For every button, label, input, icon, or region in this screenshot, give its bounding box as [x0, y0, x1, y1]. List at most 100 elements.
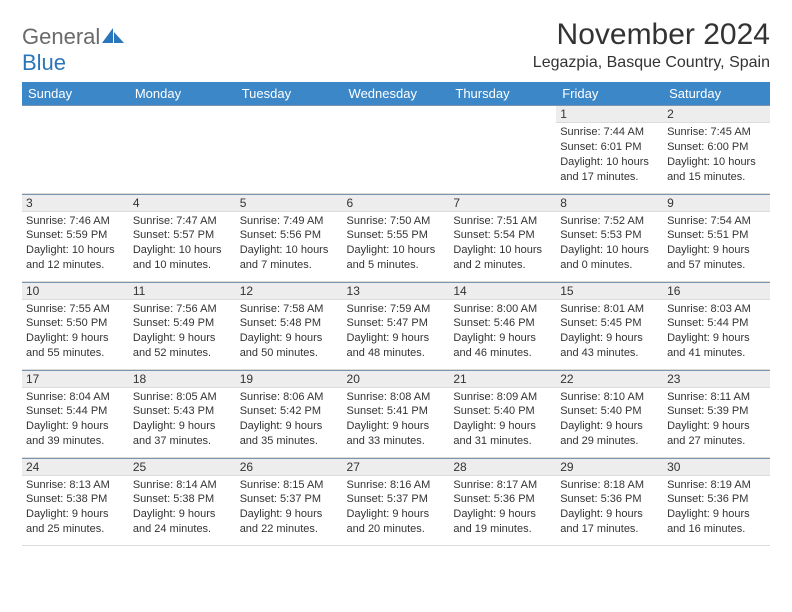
- day-number: 24: [22, 458, 129, 476]
- day-cell: 11Sunrise: 7:56 AMSunset: 5:49 PMDayligh…: [129, 281, 236, 369]
- detail-line: Sunrise: 8:18 AM: [560, 478, 659, 493]
- detail-line: Sunrise: 7:58 AM: [240, 302, 339, 317]
- day-number: 29: [556, 458, 663, 476]
- logo-text-blue: Blue: [22, 50, 66, 75]
- day-header: Saturday: [663, 82, 770, 105]
- detail-line: and 55 minutes.: [26, 346, 125, 361]
- day-cell: 1Sunrise: 7:44 AMSunset: 6:01 PMDaylight…: [556, 105, 663, 193]
- day-details: Sunrise: 8:16 AMSunset: 5:37 PMDaylight:…: [343, 476, 450, 541]
- detail-line: and 5 minutes.: [347, 258, 446, 273]
- day-cell: 12Sunrise: 7:58 AMSunset: 5:48 PMDayligh…: [236, 281, 343, 369]
- detail-line: Daylight: 9 hours: [667, 331, 766, 346]
- day-number: 11: [129, 282, 236, 300]
- logo-text-gray: General: [22, 24, 100, 49]
- detail-line: Sunset: 6:01 PM: [560, 140, 659, 155]
- day-cell: 20Sunrise: 8:08 AMSunset: 5:41 PMDayligh…: [343, 369, 450, 457]
- day-details: Sunrise: 8:09 AMSunset: 5:40 PMDaylight:…: [449, 388, 556, 453]
- day-number: 15: [556, 282, 663, 300]
- day-header: Thursday: [449, 82, 556, 105]
- detail-line: Daylight: 9 hours: [453, 419, 552, 434]
- detail-line: Daylight: 10 hours: [133, 243, 232, 258]
- detail-line: and 25 minutes.: [26, 522, 125, 537]
- detail-line: Sunset: 5:43 PM: [133, 404, 232, 419]
- detail-line: and 16 minutes.: [667, 522, 766, 537]
- logo-text: General Blue: [22, 24, 124, 76]
- detail-line: Sunrise: 8:15 AM: [240, 478, 339, 493]
- week-row: 10Sunrise: 7:55 AMSunset: 5:50 PMDayligh…: [22, 281, 770, 369]
- day-number: 9: [663, 194, 770, 212]
- detail-line: Sunrise: 8:19 AM: [667, 478, 766, 493]
- detail-line: Sunset: 5:42 PM: [240, 404, 339, 419]
- detail-line: and 27 minutes.: [667, 434, 766, 449]
- day-cell: [236, 105, 343, 193]
- detail-line: Daylight: 9 hours: [347, 419, 446, 434]
- detail-line: Sunrise: 7:52 AM: [560, 214, 659, 229]
- detail-line: Sunset: 5:57 PM: [133, 228, 232, 243]
- week-row: 17Sunrise: 8:04 AMSunset: 5:44 PMDayligh…: [22, 369, 770, 457]
- detail-line: and 19 minutes.: [453, 522, 552, 537]
- detail-line: Sunset: 5:49 PM: [133, 316, 232, 331]
- detail-line: Sunrise: 7:49 AM: [240, 214, 339, 229]
- detail-line: Sunrise: 7:47 AM: [133, 214, 232, 229]
- day-cell: 4Sunrise: 7:47 AMSunset: 5:57 PMDaylight…: [129, 193, 236, 281]
- day-details: Sunrise: 8:00 AMSunset: 5:46 PMDaylight:…: [449, 300, 556, 365]
- day-number: 14: [449, 282, 556, 300]
- detail-line: Sunset: 6:00 PM: [667, 140, 766, 155]
- day-header: Tuesday: [236, 82, 343, 105]
- day-cell: 30Sunrise: 8:19 AMSunset: 5:36 PMDayligh…: [663, 457, 770, 545]
- detail-line: Daylight: 9 hours: [26, 419, 125, 434]
- detail-line: Sunset: 5:44 PM: [26, 404, 125, 419]
- detail-line: Sunset: 5:38 PM: [133, 492, 232, 507]
- day-details: Sunrise: 7:46 AMSunset: 5:59 PMDaylight:…: [22, 212, 129, 277]
- detail-line: Sunset: 5:55 PM: [347, 228, 446, 243]
- detail-line: Sunset: 5:46 PM: [453, 316, 552, 331]
- detail-line: Daylight: 9 hours: [133, 419, 232, 434]
- detail-line: Daylight: 9 hours: [560, 419, 659, 434]
- day-number: [236, 105, 343, 121]
- day-cell: 26Sunrise: 8:15 AMSunset: 5:37 PMDayligh…: [236, 457, 343, 545]
- calendar-body: 1Sunrise: 7:44 AMSunset: 6:01 PMDaylight…: [22, 105, 770, 545]
- location: Legazpia, Basque Country, Spain: [533, 54, 770, 72]
- day-cell: 8Sunrise: 7:52 AMSunset: 5:53 PMDaylight…: [556, 193, 663, 281]
- logo: General Blue: [22, 24, 124, 76]
- detail-line: Sunset: 5:40 PM: [453, 404, 552, 419]
- detail-line: Sunset: 5:40 PM: [560, 404, 659, 419]
- detail-line: and 31 minutes.: [453, 434, 552, 449]
- day-details: Sunrise: 8:10 AMSunset: 5:40 PMDaylight:…: [556, 388, 663, 453]
- detail-line: Daylight: 10 hours: [347, 243, 446, 258]
- day-number: 18: [129, 370, 236, 388]
- day-details: Sunrise: 8:04 AMSunset: 5:44 PMDaylight:…: [22, 388, 129, 453]
- detail-line: Sunrise: 7:54 AM: [667, 214, 766, 229]
- day-details: Sunrise: 8:17 AMSunset: 5:36 PMDaylight:…: [449, 476, 556, 541]
- day-number: 8: [556, 194, 663, 212]
- detail-line: Sunset: 5:37 PM: [240, 492, 339, 507]
- day-cell: 17Sunrise: 8:04 AMSunset: 5:44 PMDayligh…: [22, 369, 129, 457]
- day-cell: 2Sunrise: 7:45 AMSunset: 6:00 PMDaylight…: [663, 105, 770, 193]
- day-details: Sunrise: 8:01 AMSunset: 5:45 PMDaylight:…: [556, 300, 663, 365]
- detail-line: Daylight: 9 hours: [26, 507, 125, 522]
- day-number: 12: [236, 282, 343, 300]
- day-number: [129, 105, 236, 121]
- day-cell: 28Sunrise: 8:17 AMSunset: 5:36 PMDayligh…: [449, 457, 556, 545]
- detail-line: and 10 minutes.: [133, 258, 232, 273]
- day-number: 25: [129, 458, 236, 476]
- detail-line: Sunset: 5:48 PM: [240, 316, 339, 331]
- day-cell: 6Sunrise: 7:50 AMSunset: 5:55 PMDaylight…: [343, 193, 450, 281]
- month-title: November 2024: [533, 18, 770, 52]
- detail-line: and 12 minutes.: [26, 258, 125, 273]
- day-number: [343, 105, 450, 121]
- detail-line: Sunrise: 7:50 AM: [347, 214, 446, 229]
- sail-icon: [102, 28, 124, 49]
- detail-line: Daylight: 10 hours: [560, 243, 659, 258]
- day-details: Sunrise: 7:47 AMSunset: 5:57 PMDaylight:…: [129, 212, 236, 277]
- day-cell: [129, 105, 236, 193]
- week-row: 3Sunrise: 7:46 AMSunset: 5:59 PMDaylight…: [22, 193, 770, 281]
- day-number: 5: [236, 194, 343, 212]
- day-details: Sunrise: 7:52 AMSunset: 5:53 PMDaylight:…: [556, 212, 663, 277]
- detail-line: Daylight: 9 hours: [667, 419, 766, 434]
- week-row: 1Sunrise: 7:44 AMSunset: 6:01 PMDaylight…: [22, 105, 770, 193]
- day-number: 4: [129, 194, 236, 212]
- day-details: Sunrise: 7:56 AMSunset: 5:49 PMDaylight:…: [129, 300, 236, 365]
- detail-line: and 22 minutes.: [240, 522, 339, 537]
- detail-line: Daylight: 9 hours: [347, 507, 446, 522]
